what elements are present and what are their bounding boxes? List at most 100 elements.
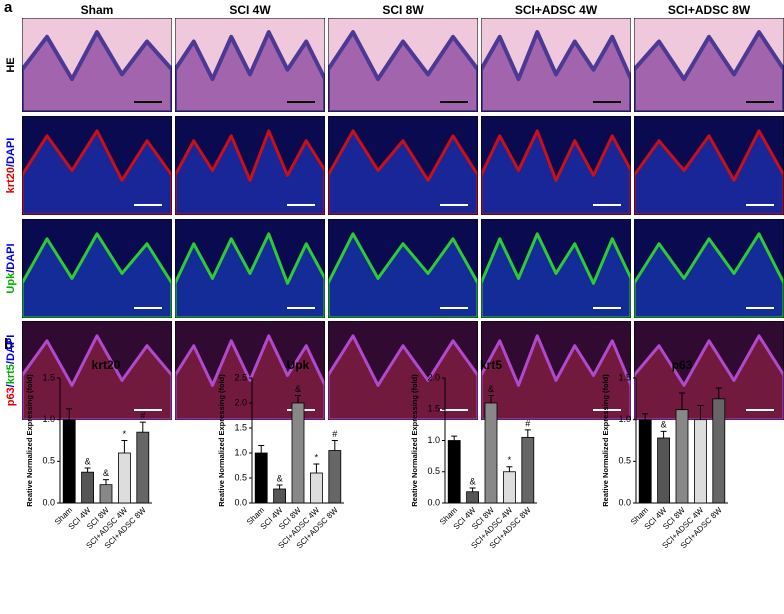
error-bar <box>679 392 685 410</box>
micrograph <box>328 219 478 318</box>
tissue <box>634 334 784 420</box>
micrograph <box>22 18 172 112</box>
y-tick-label: 0.0 <box>42 497 55 507</box>
bar <box>447 440 461 504</box>
error-bar <box>121 440 128 453</box>
y-tick-label: 1.5 <box>427 404 440 414</box>
significance-marker: & <box>295 384 301 394</box>
y-axis-label: Reative Normalized Expressing (fold) <box>217 374 226 507</box>
significance-marker: & <box>277 473 283 483</box>
error-bar <box>313 463 320 473</box>
y-tick-label: 0.5 <box>234 472 247 482</box>
micrograph <box>328 18 478 112</box>
row-label-part: krt5 <box>5 364 17 384</box>
bar <box>99 484 113 504</box>
significance-marker: & <box>470 476 476 486</box>
row-label: HE <box>5 57 17 72</box>
error-bar <box>660 430 667 438</box>
y-tick-label: 1.5 <box>618 372 631 382</box>
row-label-part: /DAPI <box>5 335 17 364</box>
tissue <box>22 30 172 112</box>
error-bar <box>506 466 513 472</box>
bar <box>291 402 305 504</box>
row-label-part: Upk <box>5 272 17 294</box>
bar <box>521 436 535 504</box>
tissue <box>328 30 478 112</box>
y-axis-label: Reative Normalized Expressing (fold) <box>410 374 419 507</box>
panel-label: a <box>4 0 13 16</box>
error-bar <box>697 405 704 420</box>
bar <box>694 419 707 504</box>
micrograph <box>328 321 478 420</box>
tissue <box>175 232 325 318</box>
error-bar <box>258 445 265 453</box>
significance-marker: & <box>85 456 91 466</box>
bar <box>254 452 268 504</box>
row-label-part: krt20 <box>5 167 17 193</box>
chart-title: krt5 <box>480 358 502 372</box>
significance-marker: & <box>103 468 109 478</box>
column-header: SCI+ADSC 8W <box>668 3 751 17</box>
micrograph <box>175 116 325 215</box>
bar <box>638 419 652 504</box>
bar <box>328 450 342 504</box>
error-bar <box>295 395 301 403</box>
column-header: SCI 4W <box>229 3 271 17</box>
bar <box>309 472 323 504</box>
error-bar <box>84 467 91 473</box>
tissue <box>634 232 784 318</box>
column-header: SCI+ADSC 4W <box>515 3 598 17</box>
row-label-part: HE <box>5 57 17 72</box>
error-bar <box>66 408 73 420</box>
micrograph <box>481 219 631 318</box>
y-tick-label: 0.0 <box>618 497 631 507</box>
significance-marker: * <box>123 429 127 439</box>
bar <box>273 488 287 504</box>
tissue <box>634 30 784 112</box>
tissue <box>328 129 478 215</box>
error-bar <box>469 487 476 492</box>
significance-marker: * <box>315 452 319 462</box>
error-bar <box>451 435 458 441</box>
tissue <box>481 30 631 112</box>
column-header: SCI 8W <box>382 3 424 17</box>
micrograph <box>481 321 631 420</box>
significance-marker: & <box>661 420 667 430</box>
tissue <box>481 129 631 215</box>
micrograph <box>481 18 631 112</box>
micrograph <box>175 18 325 112</box>
y-tick-label: 0.5 <box>618 456 631 466</box>
y-axis-label: Reative Normalized Expressing (fold) <box>601 374 610 507</box>
tissue <box>22 129 172 215</box>
bar <box>657 437 670 504</box>
row-label-part: p63 <box>5 387 17 406</box>
y-axis-label: Reative Normalized Expressing (fold) <box>25 374 34 507</box>
error-bar <box>276 484 283 489</box>
bar <box>136 431 150 504</box>
tissue <box>328 334 478 420</box>
y-tick-label: 2.5 <box>234 372 247 382</box>
tissue <box>175 334 325 420</box>
chart-title: p63 <box>672 358 693 372</box>
tissue <box>22 232 172 318</box>
bar <box>712 398 726 504</box>
chart-title: Upk <box>287 358 310 372</box>
tissue <box>481 334 631 420</box>
row-label: Upk/DAPI <box>5 243 17 293</box>
micrograph <box>481 116 631 215</box>
error-bar <box>103 479 109 485</box>
y-tick-label: 1.0 <box>234 447 247 457</box>
significance-marker: & <box>488 384 494 394</box>
micrograph <box>175 219 325 318</box>
y-tick-label: 0.5 <box>427 466 440 476</box>
error-bar <box>139 421 146 433</box>
chart-title: krt20 <box>92 358 121 372</box>
micrograph <box>634 116 784 215</box>
significance-marker: * <box>508 455 512 465</box>
bar <box>484 402 498 504</box>
y-tick-label: 1.0 <box>618 414 631 424</box>
significance-marker: # <box>525 418 530 428</box>
y-tick-label: 1.5 <box>234 422 247 432</box>
tissue <box>481 232 631 318</box>
